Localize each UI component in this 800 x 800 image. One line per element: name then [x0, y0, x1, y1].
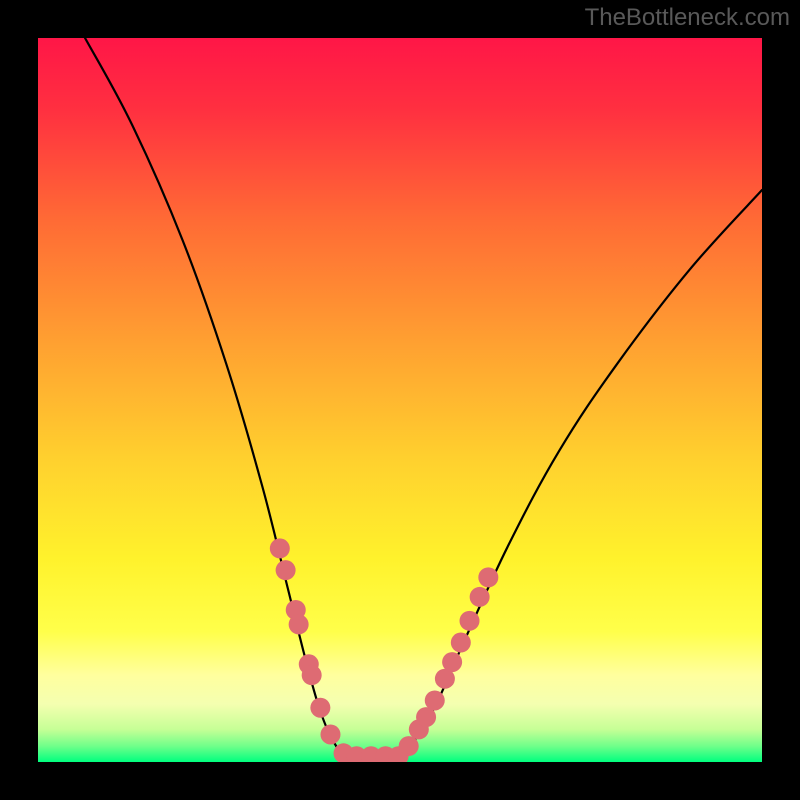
marker-right — [460, 611, 480, 631]
marker-left — [276, 560, 296, 580]
marker-right — [425, 690, 445, 710]
marker-left — [320, 724, 340, 744]
marker-left — [289, 614, 309, 634]
marker-right — [451, 633, 471, 653]
marker-left — [270, 538, 290, 558]
marker-right — [478, 567, 498, 587]
chart-svg — [38, 38, 762, 762]
marker-left — [310, 698, 330, 718]
outer-frame: TheBottleneck.com — [0, 0, 800, 800]
marker-right — [470, 587, 490, 607]
watermark-text: TheBottleneck.com — [585, 4, 790, 32]
marker-left — [302, 665, 322, 685]
plot-area — [38, 38, 762, 762]
marker-right — [399, 736, 419, 756]
marker-right — [442, 652, 462, 672]
gradient-background — [38, 38, 762, 762]
